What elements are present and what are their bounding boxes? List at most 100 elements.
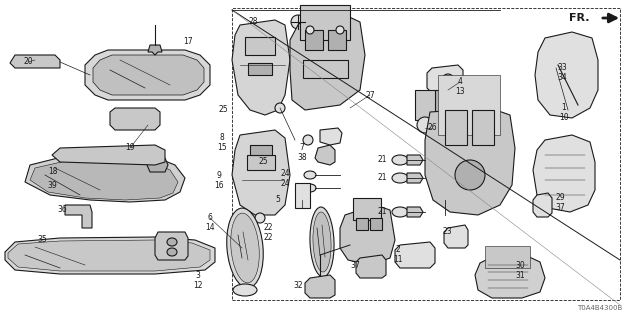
Text: 19: 19	[125, 143, 135, 153]
Bar	[485, 246, 530, 268]
Text: 17: 17	[183, 37, 193, 46]
Ellipse shape	[310, 207, 334, 277]
Text: 30: 30	[515, 260, 525, 269]
Polygon shape	[320, 128, 342, 145]
Text: 4: 4	[458, 77, 463, 86]
Polygon shape	[425, 108, 515, 215]
Bar	[435, 90, 450, 120]
Polygon shape	[5, 237, 215, 274]
Ellipse shape	[233, 284, 257, 296]
Text: 33: 33	[557, 63, 567, 73]
Polygon shape	[30, 157, 178, 200]
Polygon shape	[52, 145, 165, 165]
Ellipse shape	[167, 248, 177, 256]
Polygon shape	[444, 225, 468, 248]
Text: 37: 37	[350, 260, 360, 269]
Polygon shape	[407, 173, 423, 183]
Text: 21: 21	[377, 173, 387, 182]
Text: 39: 39	[47, 180, 57, 189]
Ellipse shape	[392, 173, 408, 183]
Polygon shape	[305, 275, 335, 298]
Text: 6: 6	[207, 213, 212, 222]
Text: 22: 22	[263, 234, 273, 243]
Polygon shape	[8, 240, 210, 271]
Polygon shape	[535, 32, 598, 118]
Bar	[328, 30, 346, 50]
Bar	[353, 198, 381, 220]
Ellipse shape	[304, 184, 316, 192]
Polygon shape	[10, 55, 60, 68]
Polygon shape	[110, 108, 160, 130]
Bar	[248, 63, 272, 75]
Text: 27: 27	[365, 91, 375, 100]
Text: 24: 24	[280, 170, 290, 179]
Bar	[245, 37, 275, 55]
Ellipse shape	[306, 26, 314, 34]
Text: 15: 15	[217, 143, 227, 153]
Polygon shape	[407, 207, 423, 217]
Text: 31: 31	[515, 270, 525, 279]
Bar	[415, 90, 453, 120]
Polygon shape	[147, 158, 168, 172]
Ellipse shape	[392, 207, 408, 217]
Text: 22: 22	[263, 223, 273, 233]
Text: 35: 35	[37, 236, 47, 244]
Polygon shape	[65, 205, 92, 228]
Text: 18: 18	[48, 167, 58, 177]
Text: 11: 11	[393, 255, 403, 265]
Text: FR.: FR.	[570, 13, 590, 23]
Text: 3: 3	[196, 270, 200, 279]
Bar	[300, 5, 350, 40]
Text: 37: 37	[555, 204, 565, 212]
Text: 2: 2	[396, 245, 401, 254]
Ellipse shape	[313, 212, 331, 272]
Bar	[445, 110, 467, 145]
Ellipse shape	[275, 103, 285, 113]
Polygon shape	[155, 232, 188, 260]
Text: 36: 36	[57, 205, 67, 214]
Ellipse shape	[455, 160, 485, 190]
Bar	[295, 183, 310, 208]
Text: 25: 25	[218, 106, 228, 115]
Bar	[305, 30, 323, 50]
Ellipse shape	[227, 208, 263, 288]
Text: 32: 32	[293, 281, 303, 290]
Ellipse shape	[336, 26, 344, 34]
Polygon shape	[93, 55, 204, 95]
Text: 20: 20	[23, 58, 33, 67]
Text: 34: 34	[557, 74, 567, 83]
Polygon shape	[315, 145, 335, 165]
Text: 21: 21	[377, 156, 387, 164]
Ellipse shape	[167, 238, 177, 246]
Text: 16: 16	[214, 180, 224, 189]
Ellipse shape	[231, 213, 259, 283]
Polygon shape	[533, 193, 552, 217]
Polygon shape	[356, 255, 386, 278]
Bar	[370, 218, 382, 230]
Bar	[247, 155, 275, 170]
Polygon shape	[25, 152, 185, 202]
Text: 8: 8	[220, 133, 225, 142]
Polygon shape	[232, 20, 290, 115]
Polygon shape	[232, 130, 290, 215]
Text: 38: 38	[297, 154, 307, 163]
Ellipse shape	[291, 15, 305, 29]
Polygon shape	[395, 242, 435, 268]
Polygon shape	[427, 65, 463, 93]
Text: 25: 25	[258, 157, 268, 166]
Text: 5: 5	[276, 196, 280, 204]
Text: 9: 9	[216, 171, 221, 180]
Text: 1: 1	[562, 103, 566, 113]
Ellipse shape	[392, 155, 408, 165]
Ellipse shape	[442, 74, 454, 86]
Ellipse shape	[255, 213, 265, 223]
Text: 10: 10	[559, 114, 569, 123]
Ellipse shape	[304, 171, 316, 179]
Polygon shape	[475, 255, 545, 298]
Polygon shape	[407, 155, 423, 165]
Bar	[250, 145, 272, 155]
Polygon shape	[85, 50, 210, 100]
Ellipse shape	[417, 117, 433, 133]
Text: 28: 28	[248, 18, 258, 27]
Bar	[438, 75, 500, 135]
